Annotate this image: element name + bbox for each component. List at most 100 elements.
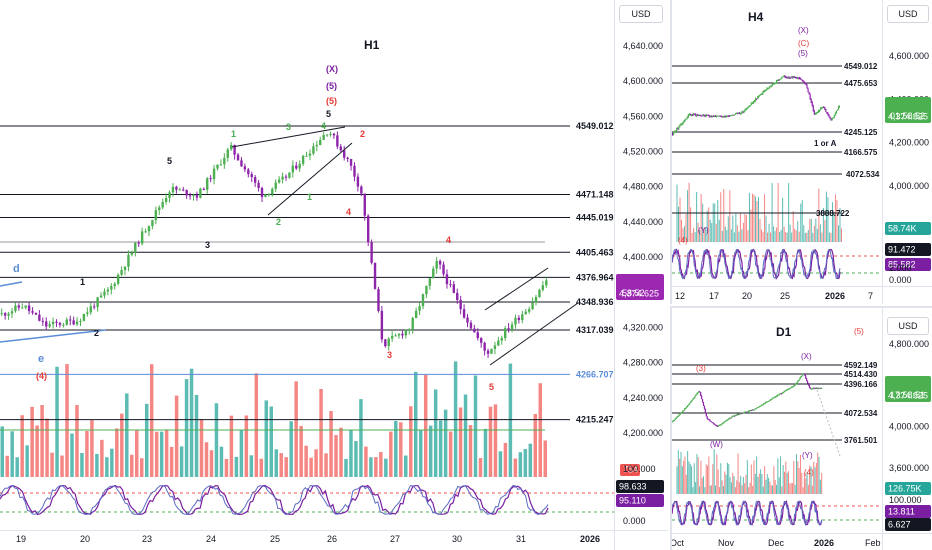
d1-volume-bar [685,474,687,494]
h4-candle [767,88,769,90]
h1-candle [500,338,503,341]
h4-time-tick: 12 [675,291,685,301]
h1-volume-bar [359,399,363,477]
d1-volume-bar [732,472,734,494]
h4-chart-svg[interactable]: 4,600.0004,400.0004,200.0004,000.0004549… [672,0,932,304]
d1-candle [807,380,809,384]
d1-volume-bar [821,472,823,494]
h1-candle [123,266,127,271]
h1-candle [507,328,510,330]
h1-price-axis-border [614,0,615,550]
h1-candle [51,321,55,325]
h1-candle [253,177,257,183]
h1-candle [394,335,397,337]
d1-volume-bar [713,449,715,494]
h4-last-price-tag: 4,374.625 [888,112,928,122]
h1-trendline-blue [0,329,107,343]
d1-candle [750,410,752,412]
h1-candle [69,319,72,321]
h4-volume-bar [812,232,814,242]
d1-candle [738,413,740,415]
d1-volume-bar [736,480,738,494]
d1-volume-bar [761,473,763,494]
d1-candle [710,421,712,423]
h1-chart-svg[interactable]: 4,640.000 4,600.000 4,560.000 4,520.000 4,48… [0,0,668,550]
h4-chart-panel[interactable]: 4,600.0004,400.0004,200.0004,000.0004549… [670,0,932,304]
d1-time-tick: Feb [865,538,881,548]
d1-candle [794,385,796,387]
d1-volume-bar [687,451,689,494]
d1-candle [792,386,794,388]
h4-osc-value-2-box [885,258,931,271]
d1-volume-bar [752,485,754,494]
h4-volume-bar [691,232,693,242]
h4-currency-button[interactable]: USD [887,5,929,23]
h4-volume-bar [813,225,815,242]
h1-volume-bar [174,395,179,477]
d1-candle [763,403,765,405]
d1-currency-button[interactable]: USD [887,317,929,335]
d1-volume-bar [725,474,727,494]
h4-candle [687,114,689,118]
d1-candle [702,399,704,403]
d1-price-tick: 4,000.000 [889,422,929,432]
h4-volume-bar [742,222,744,242]
d1-candle [795,383,797,385]
h4-volume-bar [782,197,784,242]
h4-volume-bar [815,218,817,242]
h1-volume-bar [65,364,69,477]
h1-chart-panel[interactable]: 4,640.000 4,600.000 4,560.000 4,520.000 4,48… [0,0,668,550]
h4-candle [775,82,777,84]
d1-candle [755,408,757,410]
h1-candle [411,318,414,330]
h1-price-tick: 4,200.000 [623,428,663,438]
h4-time-tick: 2026 [825,291,845,301]
h1-currency-button[interactable]: USD [619,5,663,23]
h4-candle [838,106,840,110]
d1-chart-svg[interactable]: 4,800.0004,400.0004,000.0003,600.0004592… [672,308,932,550]
h1-wave-label: 3 [387,350,392,360]
h1-volume-bar [284,457,288,477]
h4-volume-bar [703,227,705,242]
d1-time-tick: Nov [718,538,735,548]
d1-volume-bar [764,466,766,494]
h1-volume-bar [404,455,408,477]
h1-volume-bar [204,442,209,477]
d1-chart-panel[interactable]: 4,800.0004,400.0004,000.0003,600.0004592… [670,306,932,550]
d1-candle [787,389,789,391]
h4-candle [822,106,824,108]
d1-candle [708,419,710,421]
d1-candle [783,391,785,393]
d1-volume-bar [809,465,811,494]
h4-volume-bar [768,223,770,242]
h4-candle [692,114,694,116]
d1-volume-bar [716,454,718,494]
h1-candle [62,324,65,326]
h1-volume-bar [334,435,338,477]
h4-time-tick: 20 [742,291,752,301]
h4-price-tick: 4,600.000 [889,51,929,61]
d1-volume-bar [729,477,731,494]
h1-price-tick: 4,560.000 [623,111,663,121]
d1-volume-bar [786,472,788,494]
h1-volume-bar [5,455,9,477]
h1-volume-bar [374,457,378,477]
d1-volume-bar [794,484,796,494]
d1-level-label: 4592.149 [844,361,878,370]
h1-candle [116,274,120,284]
d1-volume-bar [714,485,716,494]
h1-time-tick: 20 [80,534,90,544]
d1-candle [762,404,764,406]
d1-candle [790,387,792,389]
d1-volume-bar [722,485,724,494]
h4-volume-bar [780,229,782,242]
h1-wedge-upper [231,126,346,148]
d1-volume-bar [691,466,693,494]
h1-candle [199,188,202,198]
h4-volume-tag-box [885,222,931,235]
d1-volume-bar [798,468,800,494]
h4-volume-bar [750,209,752,242]
h1-volume-bar [423,374,428,477]
h1-volume-bar [269,406,273,477]
h4-volume-bar [684,226,686,242]
